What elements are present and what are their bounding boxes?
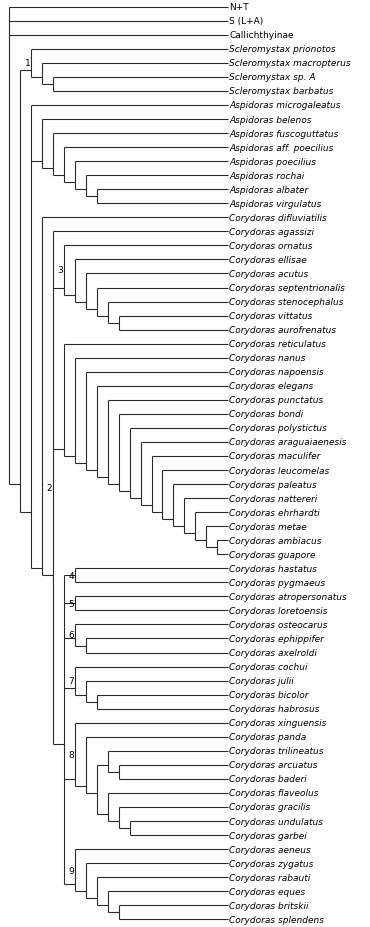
Text: Corydoras bondi: Corydoras bondi	[229, 410, 303, 419]
Text: Corydoras nattereri: Corydoras nattereri	[229, 494, 317, 503]
Text: Corydoras napoensis: Corydoras napoensis	[229, 368, 324, 377]
Text: Callichthyinae: Callichthyinae	[229, 32, 294, 40]
Text: Corydoras reticulatus: Corydoras reticulatus	[229, 340, 326, 349]
Text: Scleromystax prionotos: Scleromystax prionotos	[229, 45, 336, 55]
Text: Corydoras aeneus: Corydoras aeneus	[229, 844, 311, 854]
Text: 8: 8	[68, 750, 74, 759]
Text: Corydoras eques: Corydoras eques	[229, 887, 306, 895]
Text: Corydoras ellisae: Corydoras ellisae	[229, 256, 307, 264]
Text: 7: 7	[68, 677, 74, 685]
Text: Aspidoras rochai: Aspidoras rochai	[229, 171, 305, 181]
Text: Corydoras habrosus: Corydoras habrosus	[229, 705, 320, 714]
Text: Corydoras osteocarus: Corydoras osteocarus	[229, 620, 328, 629]
Text: Corydoras splendens: Corydoras splendens	[229, 915, 324, 924]
Text: Corydoras zygatus: Corydoras zygatus	[229, 858, 314, 868]
Text: Corydoras agassizi: Corydoras agassizi	[229, 228, 314, 236]
Text: Corydoras flaveolus: Corydoras flaveolus	[229, 789, 319, 797]
Text: Corydoras stenocephalus: Corydoras stenocephalus	[229, 298, 344, 307]
Text: Corydoras britskii: Corydoras britskii	[229, 901, 309, 909]
Text: Corydoras pygmaeus: Corydoras pygmaeus	[229, 578, 326, 587]
Text: 6: 6	[68, 630, 74, 640]
Text: Corydoras xinguensis: Corydoras xinguensis	[229, 718, 327, 728]
Text: 5: 5	[68, 599, 74, 608]
Text: Corydoras ephippifer: Corydoras ephippifer	[229, 634, 324, 643]
Text: Corydoras ornatus: Corydoras ornatus	[229, 242, 313, 250]
Text: Corydoras rabauti: Corydoras rabauti	[229, 872, 310, 882]
Text: Corydoras vittatus: Corydoras vittatus	[229, 311, 313, 321]
Text: Corydoras cochui: Corydoras cochui	[229, 663, 308, 671]
Text: Corydoras julii: Corydoras julii	[229, 677, 294, 685]
Text: Scleromystax barbatus: Scleromystax barbatus	[229, 87, 334, 96]
Text: Aspidoras poecilius: Aspidoras poecilius	[229, 158, 316, 167]
Text: 1: 1	[25, 59, 30, 69]
Text: Corydoras axelroldi: Corydoras axelroldi	[229, 648, 317, 657]
Text: Corydoras leucomelas: Corydoras leucomelas	[229, 466, 330, 475]
Text: Aspidoras aff. poecilius: Aspidoras aff. poecilius	[229, 144, 334, 152]
Text: Corydoras bicolor: Corydoras bicolor	[229, 691, 309, 699]
Text: Scleromystax sp. A: Scleromystax sp. A	[229, 73, 316, 83]
Text: Corydoras undulatus: Corydoras undulatus	[229, 817, 323, 826]
Text: Corydoras polystictus: Corydoras polystictus	[229, 424, 327, 433]
Text: Aspidoras virgulatus: Aspidoras virgulatus	[229, 199, 322, 209]
Text: Corydoras atropersonatus: Corydoras atropersonatus	[229, 592, 347, 602]
Text: Corydoras baderi: Corydoras baderi	[229, 775, 307, 783]
Text: Corydoras araguaiaenesis: Corydoras araguaiaenesis	[229, 438, 347, 447]
Text: Corydoras hastatus: Corydoras hastatus	[229, 565, 317, 573]
Text: Corydoras acutus: Corydoras acutus	[229, 270, 309, 279]
Text: 4: 4	[68, 571, 74, 580]
Text: Corydoras paleatus: Corydoras paleatus	[229, 480, 317, 489]
Text: Corydoras garbei: Corydoras garbei	[229, 831, 307, 840]
Text: Aspidoras fuscoguttatus: Aspidoras fuscoguttatus	[229, 130, 339, 138]
Text: Corydoras maculifer: Corydoras maculifer	[229, 452, 321, 461]
Text: Aspidoras microgaleatus: Aspidoras microgaleatus	[229, 101, 341, 110]
Text: Corydoras trilineatus: Corydoras trilineatus	[229, 746, 324, 756]
Text: N+T: N+T	[229, 3, 249, 12]
Text: Corydoras ehrhardti: Corydoras ehrhardti	[229, 508, 320, 517]
Text: Corydoras difluviatilis: Corydoras difluviatilis	[229, 213, 327, 222]
Text: Corydoras guapore: Corydoras guapore	[229, 550, 316, 559]
Text: Aspidoras albater: Aspidoras albater	[229, 185, 309, 195]
Text: Corydoras septentrionalis: Corydoras septentrionalis	[229, 284, 345, 293]
Text: Corydoras punctatus: Corydoras punctatus	[229, 396, 324, 405]
Text: Corydoras ambiacus: Corydoras ambiacus	[229, 536, 322, 545]
Text: 3: 3	[57, 266, 63, 275]
Text: Corydoras elegans: Corydoras elegans	[229, 382, 314, 391]
Text: Scleromystax macropterus: Scleromystax macropterus	[229, 59, 351, 69]
Text: Corydoras nanus: Corydoras nanus	[229, 354, 306, 362]
Text: 2: 2	[47, 484, 52, 492]
Text: Aspidoras belenos: Aspidoras belenos	[229, 115, 312, 124]
Text: Corydoras aurofrenatus: Corydoras aurofrenatus	[229, 325, 336, 335]
Text: 9: 9	[68, 866, 74, 875]
Text: Corydoras metae: Corydoras metae	[229, 522, 307, 531]
Text: Corydoras gracilis: Corydoras gracilis	[229, 803, 310, 812]
Text: S (L+A): S (L+A)	[229, 18, 263, 26]
Text: Corydoras loretoensis: Corydoras loretoensis	[229, 606, 328, 616]
Text: Corydoras arcuatus: Corydoras arcuatus	[229, 760, 318, 769]
Text: Corydoras panda: Corydoras panda	[229, 732, 307, 742]
